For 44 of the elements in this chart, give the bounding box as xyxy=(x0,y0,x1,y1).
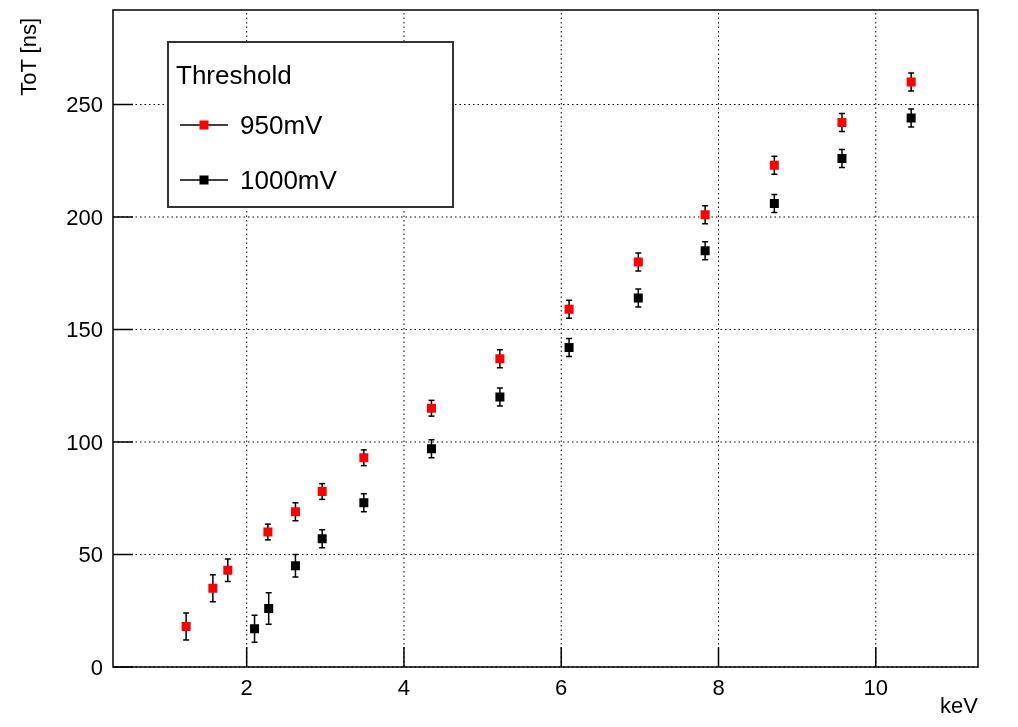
point xyxy=(837,118,847,127)
point xyxy=(633,257,643,267)
point xyxy=(700,210,710,220)
x-tick-label: 8 xyxy=(712,675,725,700)
point xyxy=(906,113,916,123)
legend-label: 950mV xyxy=(240,110,324,141)
point xyxy=(495,392,505,402)
point xyxy=(263,527,273,537)
point xyxy=(564,304,574,314)
point xyxy=(359,498,369,508)
y-tick-label: 0 xyxy=(90,654,103,680)
legend-title: Threshold xyxy=(176,60,292,90)
x-tick-label: 2 xyxy=(240,675,253,700)
point xyxy=(769,160,779,170)
point xyxy=(264,604,274,613)
point xyxy=(208,583,218,593)
point xyxy=(359,453,369,463)
point xyxy=(426,444,436,454)
legend-label: 1000mV xyxy=(240,165,338,196)
point xyxy=(769,199,779,208)
point xyxy=(250,624,260,634)
y-tick-label: 200 xyxy=(66,204,103,230)
point xyxy=(290,561,300,571)
point xyxy=(317,534,327,544)
point xyxy=(223,565,233,575)
x-tick-label: 4 xyxy=(397,675,411,700)
y-tick-label: 50 xyxy=(78,542,103,568)
point xyxy=(837,154,847,163)
point xyxy=(317,487,327,496)
point xyxy=(906,77,916,87)
point xyxy=(426,403,436,413)
point xyxy=(564,343,574,352)
y-tick-label: 150 xyxy=(66,317,103,343)
point xyxy=(181,622,191,631)
x-tick-label: 6 xyxy=(555,675,568,700)
y-tick-label: 100 xyxy=(66,429,103,455)
x-axis-title: keV xyxy=(940,693,979,718)
y-axis-title: ToT [ns] xyxy=(16,18,41,96)
point xyxy=(700,246,710,256)
y-tick-label: 250 xyxy=(66,92,103,118)
point xyxy=(495,354,505,364)
point xyxy=(633,293,643,303)
point xyxy=(290,507,300,517)
x-tick-label: 10 xyxy=(863,675,889,700)
